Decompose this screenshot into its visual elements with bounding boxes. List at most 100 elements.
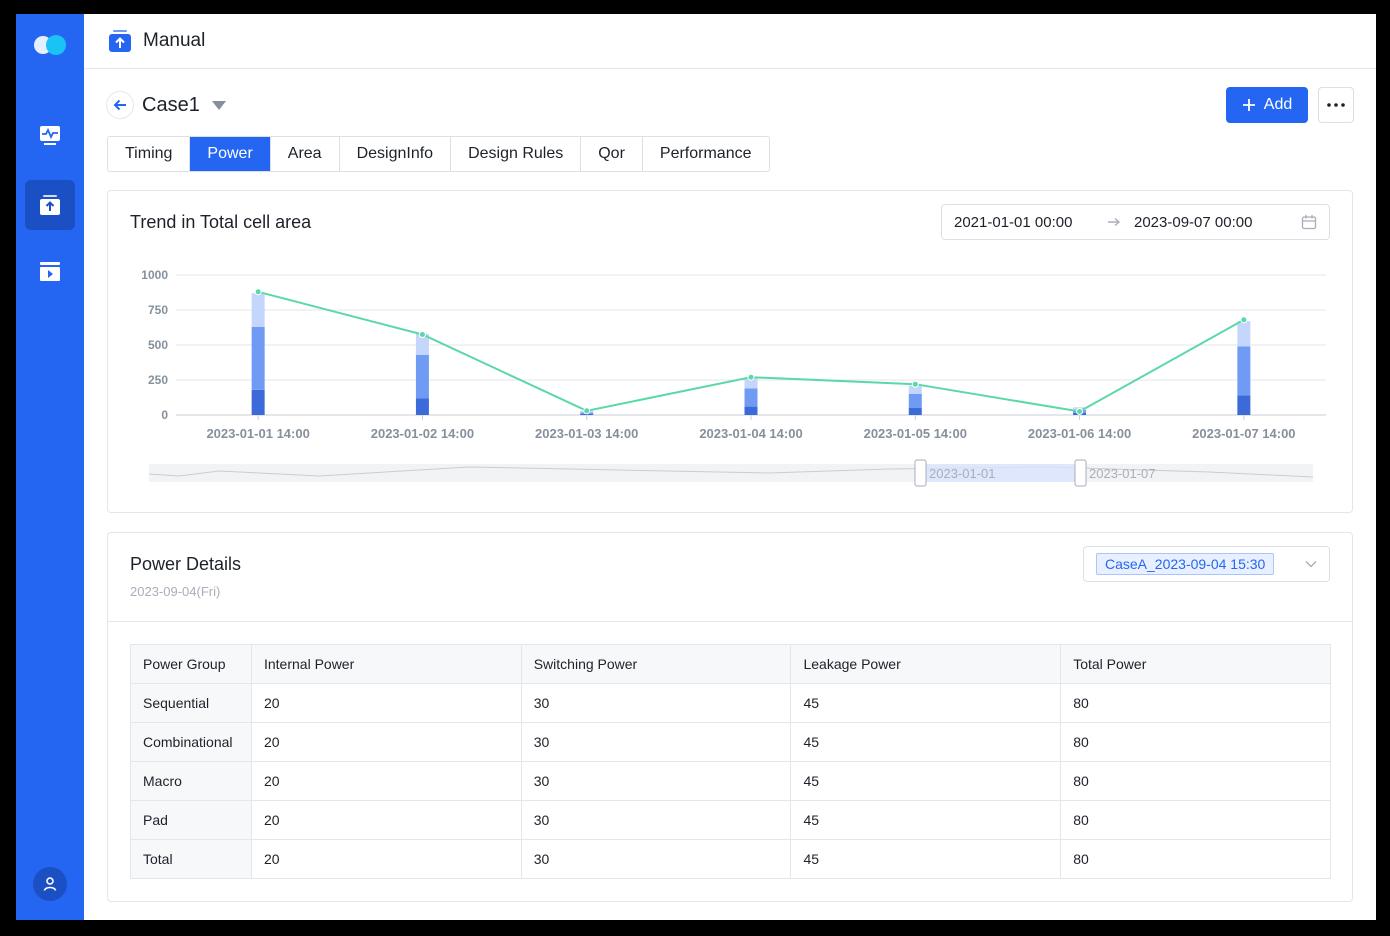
bar-segment	[251, 389, 265, 415]
back-button[interactable]	[106, 91, 134, 119]
y-tick-label: 500	[148, 338, 168, 352]
upload-box-icon	[109, 30, 131, 52]
add-button-label: Add	[1263, 96, 1293, 113]
table-cell: 30	[520, 722, 792, 762]
details-date: 2023-09-04(Fri)	[130, 584, 221, 599]
user-icon	[43, 877, 57, 891]
chevron-down-icon	[1305, 561, 1317, 568]
tab-designinfo[interactable]: DesignInfo	[340, 137, 452, 171]
x-tick-label: 2023-01-07 14:00	[1192, 426, 1295, 441]
bar-segment	[908, 385, 922, 394]
table-cell: Combinational	[130, 722, 252, 762]
case-name[interactable]: Case1	[142, 93, 200, 116]
x-tick-label: 2023-01-05 14:00	[864, 426, 967, 441]
bar-segment	[744, 377, 758, 389]
tab-design-rules[interactable]: Design Rules	[451, 137, 582, 171]
table-row: Pad 20 30 45 80	[130, 800, 1331, 840]
tab-power[interactable]: Power	[190, 137, 271, 171]
app-logo-icon	[34, 35, 66, 55]
table-cell: 80	[1060, 839, 1331, 879]
user-avatar-button[interactable]	[33, 867, 67, 901]
date-range-end[interactable]: 2023-09-07 00:00	[1134, 213, 1253, 231]
top-bar: Manual	[84, 14, 1376, 69]
bar-segment	[908, 394, 922, 408]
play-box-icon	[40, 262, 60, 281]
add-button[interactable]: Add	[1226, 87, 1308, 123]
table-cell: Sequential	[130, 683, 252, 723]
table-cell: 80	[1060, 761, 1331, 801]
table-cell: 80	[1060, 722, 1331, 762]
app-title: Manual	[143, 30, 206, 51]
tab-qor[interactable]: Qor	[581, 137, 643, 171]
table-header-cell: Power Group	[130, 644, 252, 684]
trend-chart: 0 250 500 750 1000 2023-01-01 14:00 2023-01-02…	[141, 268, 1326, 487]
trend-title: Trend in Total cell area	[130, 212, 312, 232]
calendar-icon	[1301, 215, 1317, 230]
table-cell: 30	[520, 839, 792, 879]
table-cell: 30	[520, 683, 792, 723]
selected-case-tag: CaseA_2023-09-04 15:30	[1096, 553, 1275, 575]
bar-segment	[415, 354, 429, 399]
table-cell: 45	[790, 722, 1062, 762]
arrow-right-icon	[1108, 217, 1121, 227]
table-row: Combinational 20 30 45 80	[130, 722, 1331, 762]
more-button[interactable]	[1318, 87, 1354, 123]
bar-segment	[415, 398, 429, 415]
case-select[interactable]: CaseA_2023-09-04 15:30	[1083, 546, 1330, 582]
sidebar-item-monitor[interactable]	[25, 110, 75, 160]
table-cell: 30	[520, 800, 792, 840]
plus-icon	[1242, 99, 1255, 111]
details-title: Power Details	[130, 554, 242, 574]
power-table: Power Group Internal Power Switching Pow…	[130, 644, 1331, 879]
tab-timing[interactable]: Timing	[108, 137, 191, 171]
zoom-start-label: 2023-01-01	[929, 466, 996, 481]
bar-segment	[744, 388, 758, 407]
table-header-cell: Switching Power	[520, 644, 792, 684]
y-tick-label: 250	[148, 373, 168, 387]
upload-box-icon	[40, 195, 60, 215]
table-row: Sequential 20 30 45 80	[130, 683, 1331, 723]
trend-point	[1240, 316, 1248, 324]
table-cell: 45	[790, 761, 1062, 801]
table-header-cell: Total Power	[1060, 644, 1331, 684]
zoom-end-label: 2023-01-07	[1089, 466, 1156, 481]
trend-point	[254, 288, 262, 296]
table-cell: 45	[790, 800, 1062, 840]
power-details-card: Power Details 2023-09-04(Fri) CaseA_2023…	[107, 532, 1353, 902]
table-cell: 20	[250, 839, 522, 879]
tab-performance[interactable]: Performance	[659, 145, 752, 162]
date-range-start[interactable]: 2021-01-01 00:00	[954, 213, 1073, 231]
sidebar-item-media[interactable]	[25, 246, 75, 296]
table-row: Macro 20 30 45 80	[130, 761, 1331, 801]
table-header-cell: Leakage Power	[790, 644, 1062, 684]
x-tick-label: 2023-01-04 14:00	[699, 426, 802, 441]
case-header: Case1 Add	[106, 87, 1354, 123]
trend-point	[747, 373, 755, 381]
y-tick-label: 750	[148, 303, 168, 317]
table-cell: 80	[1060, 683, 1331, 723]
bar-segment	[1237, 321, 1251, 347]
caret-down-icon[interactable]	[211, 100, 226, 110]
bar-segment	[744, 406, 758, 415]
activity-monitor-icon	[40, 126, 60, 145]
trend-point	[418, 331, 426, 338]
content: Case1 Add Timing Power Area	[84, 69, 1376, 920]
x-tick-label: 2023-01-06 14:00	[1028, 426, 1131, 441]
app-window: Manual Case1 Add	[16, 14, 1376, 920]
date-range-picker[interactable]: 2021-01-01 00:00 2023-09-07 00:00	[941, 204, 1330, 240]
divider	[108, 621, 1352, 622]
bar-segment	[1237, 395, 1251, 415]
tab-area[interactable]: Area	[271, 137, 340, 171]
table-row: Total 20 30 45 80	[130, 839, 1331, 879]
table-header-row: Power Group Internal Power Switching Pow…	[130, 644, 1331, 684]
more-dots-icon	[1327, 103, 1345, 107]
trend-point	[911, 380, 919, 388]
table-cell: 30	[520, 761, 792, 801]
zoom-selection	[920, 464, 1080, 482]
table-cell: 20	[250, 722, 522, 762]
table-cell: 20	[250, 800, 522, 840]
sidebar	[16, 14, 84, 920]
sidebar-item-upload[interactable]	[25, 180, 75, 230]
arrow-left-icon	[113, 99, 126, 111]
table-header-cell: Internal Power	[250, 644, 522, 684]
